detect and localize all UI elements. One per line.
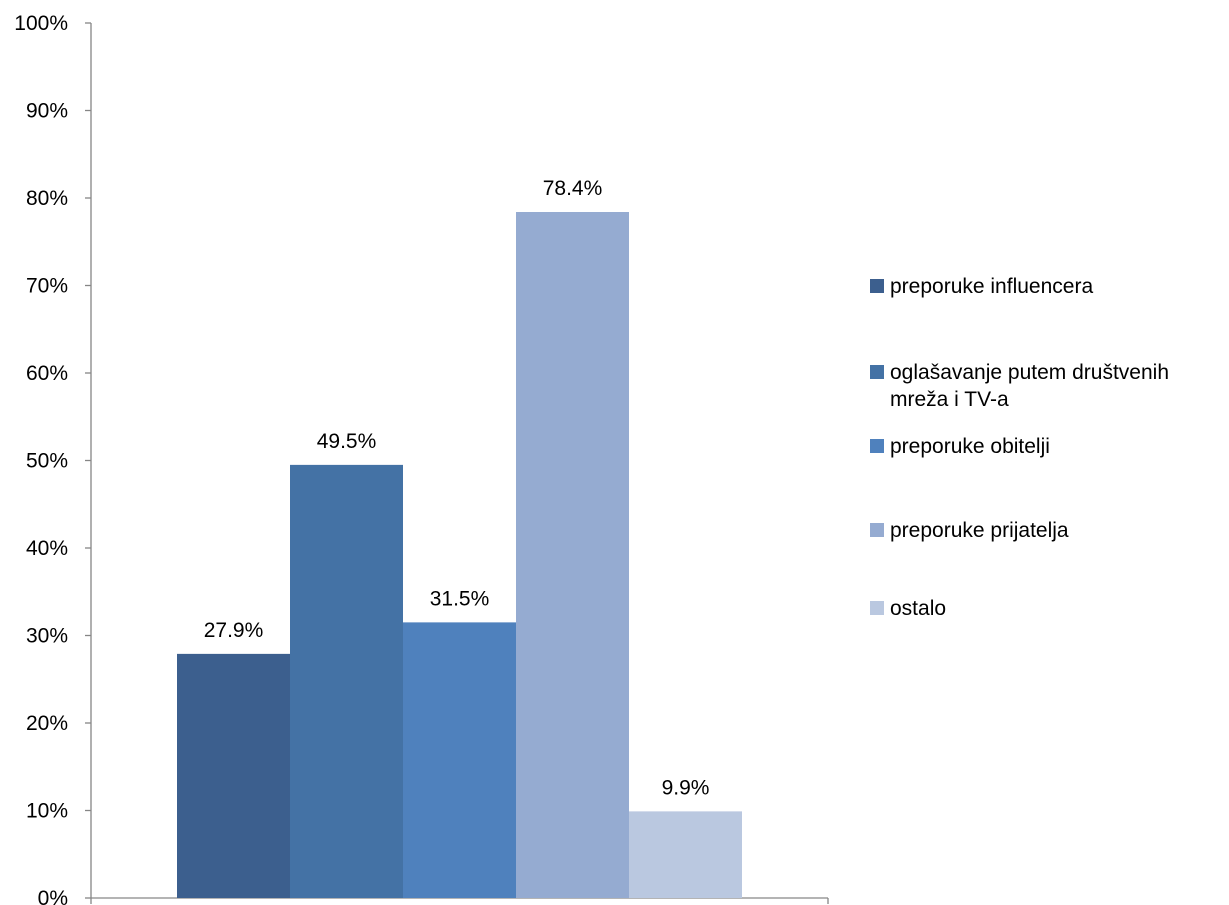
legend-label: preporuke obitelji	[890, 435, 1050, 458]
legend-swatch	[870, 523, 884, 537]
y-tick-label: 70%	[26, 275, 68, 298]
legend-item: preporuke obitelji	[870, 435, 1050, 458]
data-label: 9.9%	[662, 776, 710, 799]
y-tick-label: 40%	[26, 537, 68, 560]
bar	[177, 653, 290, 898]
y-tick-label: 60%	[26, 362, 68, 385]
y-tick-label: 20%	[26, 712, 68, 735]
y-tick-label: 30%	[26, 625, 68, 648]
legend-item: oglašavanje putem društvenih mreža i TV-a	[870, 361, 1169, 411]
legend-label: preporuke influencera	[890, 275, 1093, 298]
legend-label: preporuke prijatelja	[890, 519, 1069, 542]
bar	[629, 811, 742, 898]
data-labels: 27.9% 49.5% 31.5% 78.4% 9.9%	[204, 177, 710, 799]
data-label: 78.4%	[543, 177, 603, 200]
legend-swatch	[870, 279, 884, 293]
y-axis: 0% 10% 20% 30% 40% 50% 60% 70% 80% 90% 100%	[14, 12, 92, 905]
legend-item: preporuke prijatelja	[870, 519, 1069, 542]
y-tick-label: 90%	[26, 100, 68, 123]
y-tick-label: 100%	[14, 12, 68, 35]
legend-label: mreža i TV-a	[890, 388, 1009, 411]
legend-item: preporuke influencera	[870, 275, 1093, 298]
bar	[403, 622, 516, 898]
bar	[290, 464, 403, 898]
legend-label: oglašavanje putem društvenih	[890, 361, 1169, 384]
y-tick-label: 0%	[38, 887, 68, 905]
x-axis	[90, 897, 829, 904]
y-tick-label: 50%	[26, 450, 68, 473]
y-tick-label: 10%	[26, 800, 68, 823]
data-label: 27.9%	[204, 619, 264, 642]
bars	[177, 212, 742, 898]
legend-item: ostalo	[870, 597, 946, 620]
legend: preporuke influencera oglašavanje putem d…	[870, 275, 1169, 620]
legend-swatch	[870, 601, 884, 615]
legend-swatch	[870, 439, 884, 453]
legend-label: ostalo	[890, 597, 946, 620]
data-label: 49.5%	[317, 430, 377, 453]
data-label: 31.5%	[430, 587, 490, 610]
legend-swatch	[870, 365, 884, 379]
y-tick-label: 80%	[26, 187, 68, 210]
bar	[516, 212, 629, 898]
